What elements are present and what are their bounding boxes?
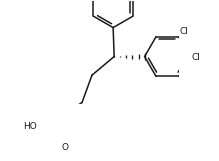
Text: Cl: Cl <box>180 27 189 36</box>
Text: HO: HO <box>23 122 37 131</box>
Text: O: O <box>62 143 69 152</box>
Text: Cl: Cl <box>192 53 201 62</box>
